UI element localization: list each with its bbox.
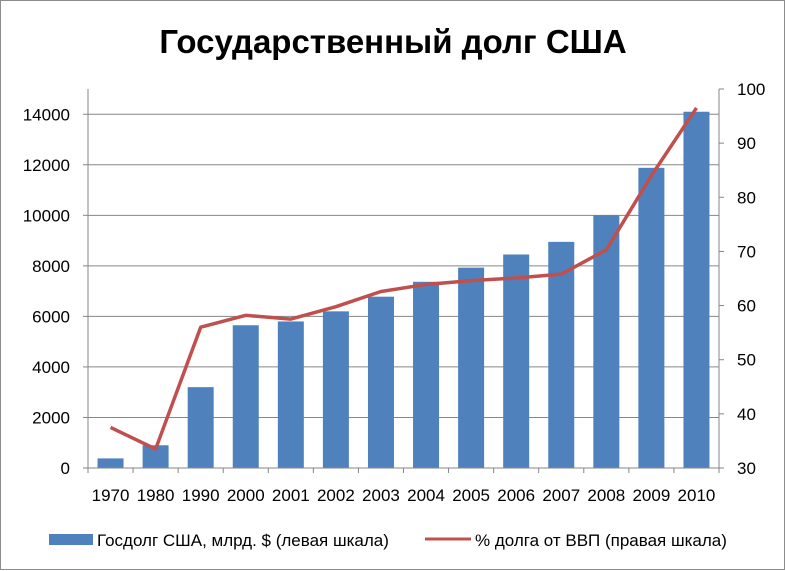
x-tick-label: 2006 (497, 486, 535, 505)
x-tick-label: 2003 (362, 486, 400, 505)
x-tick-label: 2008 (587, 486, 625, 505)
legend: Госдолг США, млрд. $ (левая шкала) % дол… (49, 531, 727, 550)
left-tick-label: 12000 (23, 156, 70, 175)
x-tick-label: 2005 (452, 486, 490, 505)
x-tick-label: 1970 (92, 486, 130, 505)
left-tick-label: 0 (61, 459, 70, 478)
bar (638, 167, 665, 468)
right-tick-label: 50 (737, 351, 756, 370)
bar (593, 215, 620, 468)
right-tick-label: 60 (737, 297, 756, 316)
bar (232, 325, 259, 468)
bar (97, 458, 124, 468)
x-tick-label: 2010 (678, 486, 716, 505)
axes (83, 88, 724, 473)
right-tick-label: 70 (737, 242, 756, 261)
x-tick-label: 2004 (407, 486, 445, 505)
x-tick-label: 2007 (542, 486, 580, 505)
x-tick-label: 2002 (317, 486, 355, 505)
bar (683, 111, 710, 469)
line-series (109, 106, 698, 451)
right-tick-label: 40 (737, 405, 756, 424)
x-tick-label: 1990 (182, 486, 220, 505)
left-tick-label: 10000 (23, 206, 70, 225)
legend-swatch-bars (49, 534, 93, 545)
bar (458, 267, 485, 468)
right-tick-label: 30 (737, 459, 756, 478)
x-tick-label: 2009 (632, 486, 670, 505)
legend-label-line: % долга от ВВП (правая шкала) (475, 531, 727, 550)
left-tick-label: 8000 (32, 257, 70, 276)
bar (548, 241, 575, 468)
gdp-percent-line (109, 106, 698, 451)
right-tick-label: 90 (737, 134, 756, 153)
chart-title: Государственный долг США (159, 23, 626, 60)
x-tick-label: 2000 (227, 486, 265, 505)
left-tick-label: 14000 (23, 105, 70, 124)
bar (322, 311, 349, 468)
left-tick-label: 4000 (32, 358, 70, 377)
bar (367, 296, 394, 468)
right-tick-label: 100 (737, 80, 765, 99)
x-tick-label: 1980 (137, 486, 175, 505)
bar (277, 321, 304, 468)
right-tick-label: 80 (737, 188, 756, 207)
legend-label-bars: Госдолг США, млрд. $ (левая шкала) (97, 531, 389, 550)
gridlines (88, 113, 719, 418)
bar (413, 281, 440, 468)
left-tick-label: 6000 (32, 307, 70, 326)
x-tick-label: 2001 (272, 486, 310, 505)
bar (503, 254, 530, 468)
bar (187, 387, 214, 468)
left-tick-label: 2000 (32, 408, 70, 427)
bar-series (97, 111, 710, 469)
tick-labels: 0 2000 4000 6000 8000 10000 12000 14000 30 40 50 60… (23, 80, 766, 505)
bar (142, 445, 169, 468)
